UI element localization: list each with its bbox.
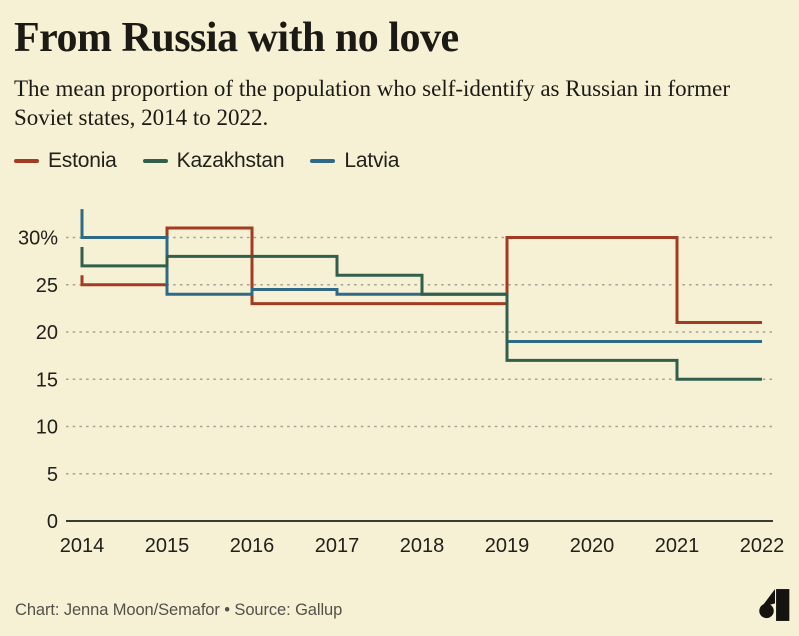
- x-tick-label: 2018: [400, 535, 445, 557]
- legend-label-kazakhstan: Kazakhstan: [176, 149, 285, 172]
- kazakhstan-line-swatch-icon: [142, 159, 168, 163]
- latvia-line: [80, 209, 762, 343]
- x-tick-label: 2016: [230, 535, 275, 557]
- y-tick-label: 5: [47, 464, 58, 486]
- kazakhstan-line: [80, 246, 762, 381]
- legend-label-estonia: Estonia: [48, 149, 117, 172]
- x-axis-labels: 2014 2015 2016 2017 2018 2019 2020 2021 2022: [60, 535, 785, 557]
- footer-credit: Chart: Jenna Moon/Semafor • Source: Gall…: [15, 601, 343, 619]
- series-lines: [80, 209, 762, 381]
- y-tick-label: 30%: [18, 228, 58, 250]
- chart-title: From Russia with no love: [14, 15, 459, 61]
- y-tick-label: 25: [36, 275, 58, 297]
- x-tick-label: 2020: [570, 535, 615, 557]
- legend-item-latvia: Latvia: [310, 149, 399, 173]
- y-tick-label: 20: [36, 322, 58, 344]
- y-tick-label: 15: [36, 369, 58, 391]
- chart-subtitle: The mean proportion of the population wh…: [14, 76, 731, 130]
- x-tick-label: 2022: [740, 535, 785, 557]
- x-tick-label: 2015: [145, 535, 190, 557]
- estonia-line-swatch-icon: [14, 159, 39, 163]
- x-tick-label: 2017: [315, 535, 360, 557]
- x-tick-label: 2021: [655, 535, 700, 557]
- legend: Estonia Kazakhstan Latvia: [14, 149, 399, 173]
- gridlines: [66, 236, 773, 522]
- legend-label-latvia: Latvia: [344, 149, 400, 172]
- semafor-logo[interactable]: [758, 588, 792, 622]
- legend-item-estonia: Estonia: [14, 149, 117, 173]
- y-tick-label: 0: [47, 511, 58, 533]
- legend-item-kazakhstan: Kazakhstan: [142, 149, 285, 173]
- y-axis-labels: 0 5 10 15 20 25 30%: [18, 228, 58, 534]
- line-chart: 0 5 10 15 20 25 30% 2014 2015 2016 2017 2018 2019 202…: [18, 209, 785, 557]
- y-tick-label: 10: [36, 417, 58, 439]
- x-tick-label: 2019: [485, 535, 530, 557]
- x-tick-label: 2014: [60, 535, 105, 557]
- latvia-line-swatch-icon: [310, 159, 336, 163]
